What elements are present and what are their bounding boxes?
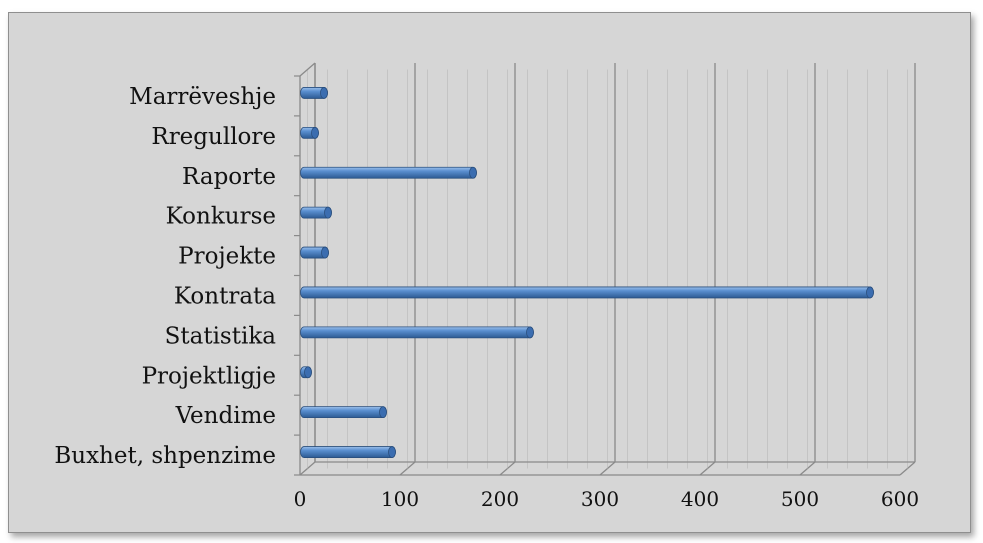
bar-cap [324, 206, 332, 219]
bar-body [300, 166, 477, 179]
category-label: Rregullore [151, 124, 276, 150]
category-label: Statistika [165, 323, 277, 349]
bar-cap [304, 366, 312, 379]
bar-statistika [300, 326, 534, 339]
bar-marr-veshje [300, 87, 328, 99]
chart-frame [8, 12, 971, 533]
axes [294, 62, 915, 476]
bar-cap [320, 87, 328, 99]
x-tick-label: 200 [481, 487, 519, 511]
bar-projekte [300, 246, 329, 259]
x-tick-label: 400 [681, 487, 719, 511]
category-label: Konkurse [166, 204, 276, 230]
x-tick-label: 300 [581, 487, 619, 511]
bar-cap [469, 166, 477, 179]
bar-kontrata [300, 286, 874, 299]
bar-konkurse [300, 206, 332, 219]
bar-rregullore [300, 126, 319, 139]
y-axis-depth-top [299, 62, 316, 77]
bar-buxhet-shpenzime [300, 446, 396, 458]
bar-vendime [300, 406, 387, 419]
bar-body [300, 286, 874, 299]
bar-body [300, 446, 396, 458]
bars [300, 87, 874, 458]
category-label: Buxhet, shpenzime [54, 443, 276, 469]
category-label: Projekte [178, 244, 276, 270]
bar-body [300, 326, 534, 339]
category-label: Kontrata [174, 283, 276, 309]
bar-raporte [300, 166, 477, 179]
x-tick-label: 100 [381, 487, 419, 511]
category-label: Projektligje [142, 363, 276, 389]
x-tick-label: 600 [881, 487, 919, 511]
x-tick-label: 0 [294, 487, 307, 511]
category-labels: Buxhet, shpenzime Vendime Projektligje Stat… [54, 84, 276, 469]
category-label: Vendime [175, 403, 276, 429]
bar-cap [321, 246, 329, 259]
bar-body [300, 406, 387, 419]
bar-cap [311, 126, 319, 139]
bar-projektligje [300, 366, 312, 379]
bar-cap [379, 406, 387, 419]
category-label: Raporte [182, 164, 276, 190]
bar-cap [866, 286, 874, 299]
grid-lines [299, 63, 916, 476]
tick-labels: 0 100 200 300 400 500 600 [294, 487, 919, 511]
bar-cap [388, 446, 396, 458]
category-label: Marrëveshje [129, 84, 276, 110]
bar-cap [526, 326, 534, 339]
x-tick-label: 500 [781, 487, 819, 511]
